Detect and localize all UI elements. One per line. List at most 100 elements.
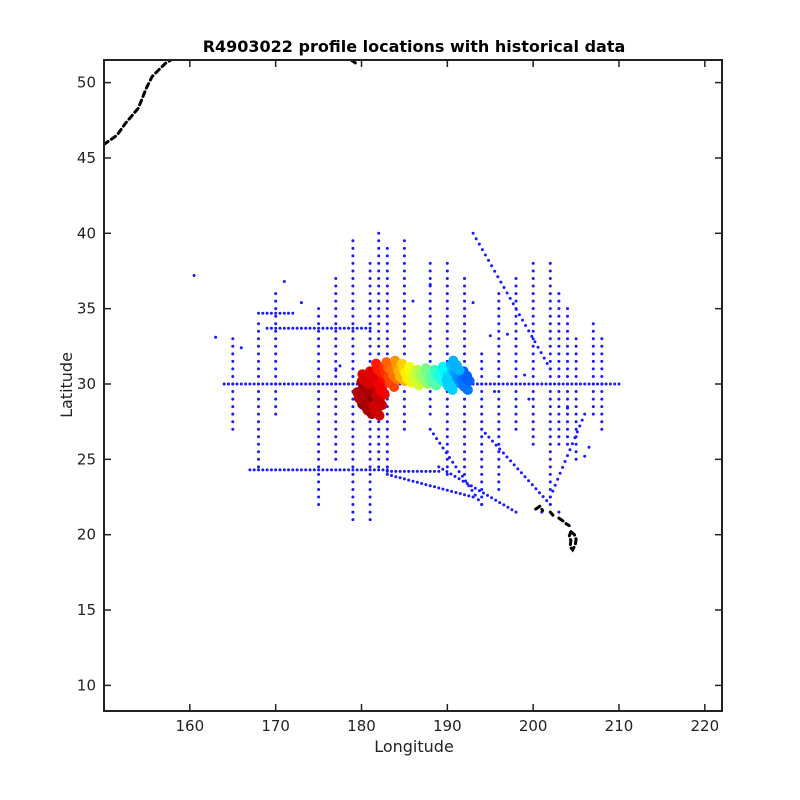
historical-point <box>338 326 342 330</box>
historical-point <box>566 397 569 401</box>
historical-point <box>498 447 502 451</box>
historical-point <box>248 468 252 472</box>
historical-point <box>351 314 355 318</box>
profile-point <box>464 376 475 386</box>
historical-point <box>441 446 445 450</box>
historical-point <box>519 471 523 475</box>
historical-point <box>257 322 260 326</box>
historical-point <box>428 359 432 363</box>
historical-point <box>574 352 578 356</box>
historical-point <box>377 337 381 341</box>
historical-point <box>445 322 449 326</box>
historical-point <box>531 442 535 446</box>
historical-point <box>334 307 338 311</box>
historical-point <box>274 390 278 393</box>
historical-point <box>287 468 290 472</box>
historical-point <box>557 382 561 386</box>
historical-point <box>548 375 552 378</box>
historical-point <box>385 277 389 280</box>
historical-point <box>480 465 484 469</box>
historical-point <box>490 264 494 268</box>
historical-point <box>469 484 473 488</box>
historical-point <box>445 299 449 303</box>
historical-point <box>428 322 432 326</box>
historical-point <box>557 359 561 363</box>
historical-point <box>497 450 501 454</box>
historical-point <box>531 390 535 393</box>
historical-point <box>433 485 436 489</box>
historical-point <box>244 382 248 386</box>
historical-point <box>385 246 389 250</box>
historical-point <box>377 465 381 469</box>
historical-point <box>463 299 466 303</box>
historical-point <box>514 299 518 303</box>
historical-point <box>600 352 604 356</box>
historical-point <box>604 382 608 386</box>
historical-point <box>574 390 578 393</box>
historical-point <box>514 292 518 296</box>
historical-point <box>257 405 260 409</box>
historical-point <box>574 427 578 431</box>
historical-point <box>334 277 338 280</box>
historical-point <box>449 472 453 476</box>
historical-point <box>445 427 449 431</box>
historical-point <box>591 390 595 393</box>
y-axis-label: Latitude <box>57 352 76 418</box>
historical-point <box>570 382 574 386</box>
historical-point <box>441 467 445 471</box>
historical-point <box>542 356 546 360</box>
historical-point <box>506 505 510 509</box>
historical-point <box>317 488 321 491</box>
historical-point <box>402 412 406 416</box>
historical-point <box>368 503 372 506</box>
historical-point <box>480 472 484 476</box>
historical-point <box>377 329 381 333</box>
historical-point <box>317 465 321 469</box>
historical-point <box>351 435 355 439</box>
historical-point <box>368 472 372 476</box>
historical-point <box>317 480 321 484</box>
historical-point <box>402 352 406 356</box>
historical-point <box>491 439 494 443</box>
historical-point <box>514 344 518 348</box>
historical-point <box>531 412 535 416</box>
historical-point <box>265 468 269 472</box>
historical-point <box>368 427 372 431</box>
historical-point <box>477 489 481 493</box>
historical-point <box>377 277 381 280</box>
historical-point <box>502 503 506 507</box>
historical-point <box>351 344 355 348</box>
marks-group <box>104 60 621 553</box>
historical-point <box>566 412 569 416</box>
historical-point <box>377 442 381 446</box>
historical-point <box>317 367 321 371</box>
historical-point <box>454 465 458 469</box>
historical-point <box>257 337 260 341</box>
historical-point <box>544 382 548 386</box>
historical-point <box>497 322 501 326</box>
historical-point <box>514 397 518 401</box>
historical-point <box>548 277 552 280</box>
historical-point <box>274 326 278 330</box>
historical-point <box>385 412 389 416</box>
historical-point <box>548 269 552 273</box>
historical-point <box>312 326 316 330</box>
historical-point <box>531 397 535 401</box>
historical-point <box>317 382 321 386</box>
historical-point <box>368 510 372 514</box>
historical-point <box>457 470 461 474</box>
coastline-path <box>557 516 571 528</box>
historical-point <box>368 277 372 280</box>
historical-point <box>377 239 381 243</box>
historical-point <box>334 326 338 330</box>
historical-point <box>591 367 595 371</box>
historical-point <box>548 495 552 499</box>
historical-point <box>278 468 282 472</box>
historical-point <box>351 299 355 303</box>
coastline-path <box>104 60 173 146</box>
historical-point <box>338 364 342 368</box>
historical-point <box>548 382 552 386</box>
historical-point <box>497 420 501 424</box>
historical-point <box>402 329 406 333</box>
historical-point <box>274 468 278 472</box>
